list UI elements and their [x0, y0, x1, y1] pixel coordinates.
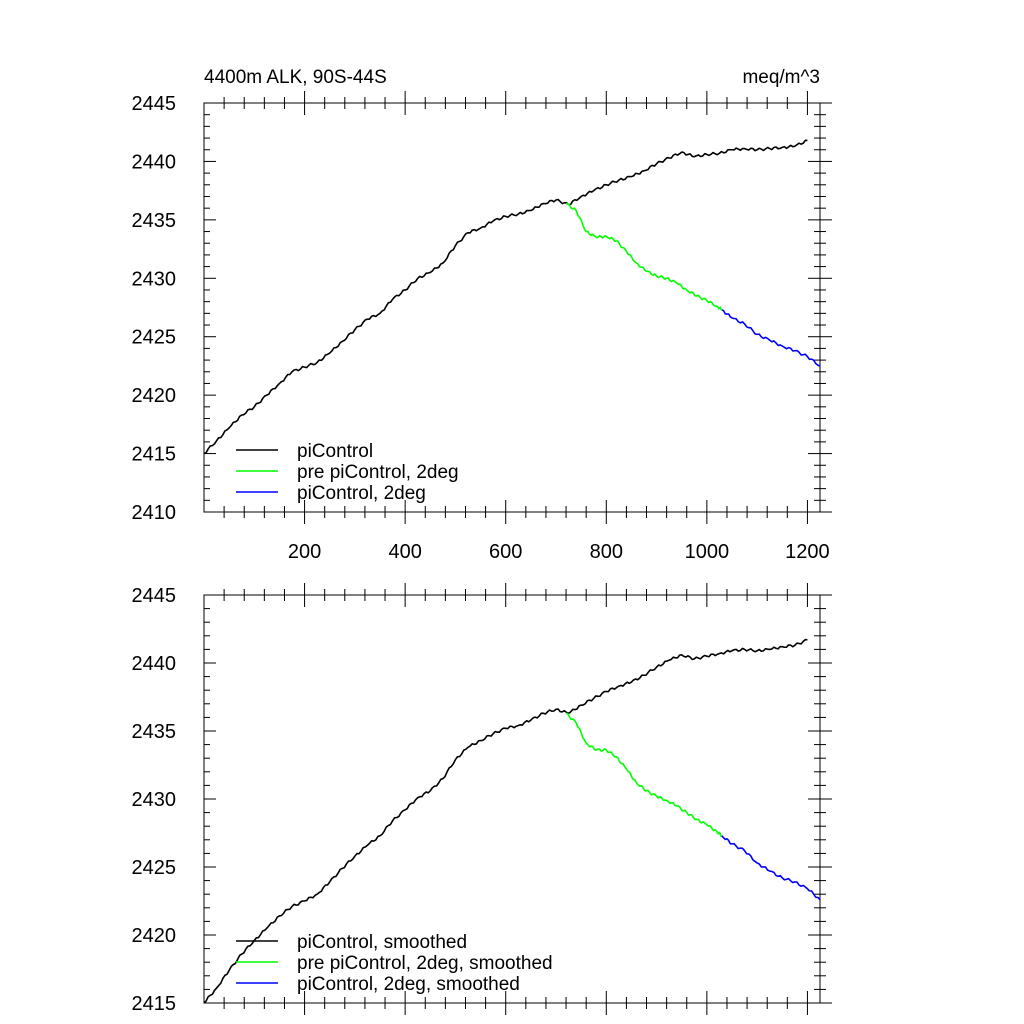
y-tick-label: 2420 [132, 385, 177, 407]
y-tick-label: 2440 [132, 151, 177, 173]
x-tick-label: 400 [388, 541, 421, 563]
top-axes: 200 400 600 800 1000 1200 2410 2415 2420 2425 2430… [132, 91, 832, 563]
y-tick-label: 2410 [132, 502, 177, 524]
y-tick-label: 2425 [132, 857, 177, 879]
x-tick-label: 800 [590, 541, 623, 563]
x-tick-label: 1200 [785, 541, 830, 563]
y-tick-label: 2420 [132, 925, 177, 947]
top-panel: 4400m ALK, 90S-44S meq/m^3 200 400 600 800 1… [132, 67, 832, 563]
top-series-lines [204, 139, 820, 455]
y-tick-label: 2415 [132, 993, 177, 1015]
x-tick-label: 1000 [685, 541, 730, 563]
x-tick-label: 200 [288, 541, 321, 563]
legend-label: piControl, smoothed [297, 932, 467, 953]
y-tick-label: 2430 [132, 789, 177, 811]
y-tick-label: 2425 [132, 327, 177, 349]
y-tick-label: 2440 [132, 653, 177, 675]
x-tick-label: 600 [489, 541, 522, 563]
y-tick-label: 2415 [132, 444, 177, 466]
y-tick-label: 2435 [132, 210, 177, 232]
bottom-panel: 2415 2420 2425 2430 2435 2440 2445 piControl, … [132, 583, 832, 1015]
y-tick-label: 2430 [132, 268, 177, 290]
chart-title: 4400m ALK, 90S-44S [204, 67, 387, 88]
series-line-pre-picontrol-2deg-smoothed [565, 712, 723, 838]
series-line-picontrol-2deg [721, 309, 820, 367]
series-line-picontrol [204, 139, 808, 455]
y-tick-label: 2445 [132, 93, 177, 115]
legend-label: piControl, 2deg, smoothed [297, 974, 520, 995]
units-label: meq/m^3 [742, 67, 820, 88]
series-line-picontrol-smoothed [204, 638, 808, 1003]
legend-label: piControl [297, 441, 373, 462]
series-line-pre-picontrol-2deg [565, 202, 723, 311]
legend-label: piControl, 2deg [297, 483, 426, 504]
bottom-series-lines [204, 638, 820, 1003]
series-line-picontrol-2deg-smoothed [721, 835, 820, 901]
bottom-axes: 2415 2420 2425 2430 2435 2440 2445 [132, 583, 832, 1015]
y-tick-label: 2445 [132, 585, 177, 607]
y-tick-label: 2435 [132, 721, 177, 743]
legend-label: pre piControl, 2deg, smoothed [297, 953, 553, 974]
plot-frame [203, 102, 821, 513]
legend-label: pre piControl, 2deg [297, 462, 459, 483]
